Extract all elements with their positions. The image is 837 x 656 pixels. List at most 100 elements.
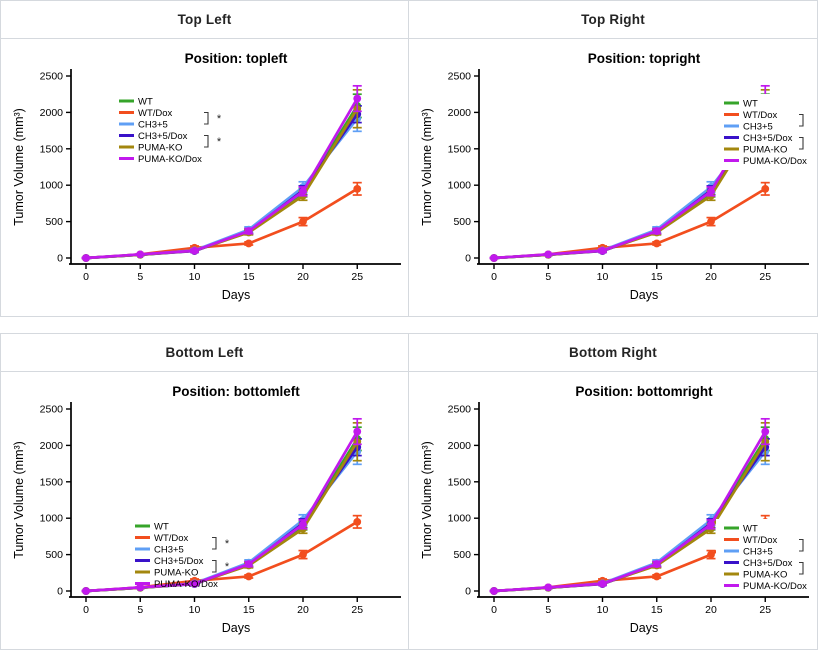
svg-text:15: 15: [243, 271, 255, 283]
svg-text:Tumor Volume (mm³): Tumor Volume (mm³): [12, 441, 26, 559]
svg-text:Tumor Volume (mm³): Tumor Volume (mm³): [12, 108, 26, 226]
svg-text:WT: WT: [138, 96, 153, 107]
svg-text:25: 25: [351, 604, 363, 616]
panel-header-top-left: Top Left: [1, 1, 408, 39]
svg-text:1000: 1000: [448, 513, 472, 525]
chart-topright: Position: topright 0 5 10 15 20 25 0 500 1000 1500…: [420, 51, 817, 302]
svg-text:2000: 2000: [40, 107, 64, 119]
svg-text:Position: bottomright: Position: bottomright: [575, 384, 713, 399]
svg-text:PUMA-KO/Dox: PUMA-KO/Dox: [743, 156, 807, 167]
svg-text:WT: WT: [743, 523, 758, 534]
svg-text:1500: 1500: [448, 476, 472, 488]
panel-header-bottom-right: Bottom Right: [409, 334, 817, 372]
svg-text:2500: 2500: [448, 71, 472, 83]
svg-text:1000: 1000: [40, 180, 64, 192]
svg-text:15: 15: [651, 271, 663, 283]
svg-text:*: *: [225, 538, 230, 550]
svg-text:Days: Days: [222, 621, 250, 635]
svg-text:CH3+5/Dox: CH3+5/Dox: [743, 133, 793, 144]
svg-text:10: 10: [189, 604, 201, 616]
svg-text:Days: Days: [222, 288, 250, 302]
svg-text:1500: 1500: [40, 143, 64, 155]
panel-bottom-right: Bottom Right Position: bottomright 0 5 10 15…: [409, 334, 817, 649]
svg-text:500: 500: [453, 549, 471, 561]
svg-text:0: 0: [57, 586, 63, 598]
svg-text:500: 500: [453, 216, 471, 228]
svg-text:0: 0: [83, 271, 89, 283]
svg-text:0: 0: [465, 586, 471, 598]
chart-bottomleft: Position: bottomleft 0 5 10 15 20 25 0 500 1000 15…: [12, 384, 401, 635]
svg-text:10: 10: [189, 271, 201, 283]
svg-text:PUMA-KO: PUMA-KO: [154, 567, 198, 578]
svg-text:1000: 1000: [448, 180, 472, 192]
panel-top-left: Top Left Position: topleft 0 5 10 15 20 25 0 500…: [1, 1, 409, 316]
panel-body-bottom-right: Position: bottomright 0 5 10 15 20 25 0 500 1000 1…: [409, 372, 817, 649]
svg-text:Position: bottomleft: Position: bottomleft: [172, 384, 300, 399]
svg-text:Days: Days: [630, 621, 658, 635]
svg-text:PUMA-KO/Dox: PUMA-KO/Dox: [743, 581, 807, 592]
svg-text:10: 10: [597, 604, 609, 616]
svg-text:5: 5: [137, 271, 143, 283]
svg-text:5: 5: [137, 604, 143, 616]
svg-text:1500: 1500: [448, 143, 472, 155]
panel-body-bottom-left: Position: bottomleft 0 5 10 15 20 25 0 500 1000 15…: [1, 372, 408, 649]
svg-text:20: 20: [705, 271, 717, 283]
svg-text:25: 25: [351, 271, 363, 283]
svg-text:*: *: [217, 113, 222, 125]
svg-text:0: 0: [465, 253, 471, 265]
svg-text:2000: 2000: [448, 440, 472, 452]
svg-text:Tumor Volume (mm³): Tumor Volume (mm³): [420, 108, 434, 226]
svg-text:WT/Dox: WT/Dox: [743, 110, 778, 121]
chart-bottomright: Position: bottomright 0 5 10 15 20 25 0 500 1000 1…: [420, 384, 817, 635]
svg-text:CH3+5: CH3+5: [743, 121, 773, 132]
svg-text:Tumor Volume (mm³): Tumor Volume (mm³): [420, 441, 434, 559]
svg-text:PUMA-KO: PUMA-KO: [138, 142, 182, 153]
bottom-row-card: Bottom Left Position: bottomleft 0 5 10 15 20…: [0, 333, 818, 650]
svg-text:0: 0: [83, 604, 89, 616]
chart-topleft: Position: topleft 0 5 10 15 20 25 0 500 1000 1500 2…: [12, 51, 401, 302]
svg-text:25: 25: [759, 271, 771, 283]
svg-text:5: 5: [545, 271, 551, 283]
svg-text:500: 500: [45, 549, 63, 561]
svg-text:0: 0: [57, 253, 63, 265]
svg-text:2000: 2000: [40, 440, 64, 452]
svg-text:CH3+5: CH3+5: [154, 544, 184, 555]
svg-text:PUMA-KO: PUMA-KO: [743, 569, 787, 580]
svg-text:5: 5: [545, 604, 551, 616]
svg-text:WT: WT: [743, 98, 758, 109]
svg-text:10: 10: [597, 271, 609, 283]
svg-text:20: 20: [297, 271, 309, 283]
svg-text:PUMA-KO/Dox: PUMA-KO/Dox: [138, 154, 202, 165]
svg-text:CH3+5/Dox: CH3+5/Dox: [743, 558, 793, 569]
top-row-card: Top Left Position: topleft 0 5 10 15 20 25 0 500…: [0, 0, 818, 317]
svg-text:2500: 2500: [448, 404, 472, 416]
svg-text:1500: 1500: [40, 476, 64, 488]
svg-text:Days: Days: [630, 288, 658, 302]
svg-text:PUMA-KO: PUMA-KO: [743, 144, 787, 155]
panel-header-top-right: Top Right: [409, 1, 817, 39]
svg-text:500: 500: [45, 216, 63, 228]
svg-text:*: *: [225, 561, 230, 573]
svg-text:Position: topright: Position: topright: [588, 51, 701, 66]
svg-text:2500: 2500: [40, 404, 64, 416]
svg-text:CH3+5/Dox: CH3+5/Dox: [154, 556, 204, 567]
svg-text:2000: 2000: [448, 107, 472, 119]
svg-text:WT/Dox: WT/Dox: [138, 108, 173, 119]
svg-text:CH3+5: CH3+5: [138, 119, 168, 130]
svg-text:25: 25: [759, 604, 771, 616]
svg-text:1000: 1000: [40, 513, 64, 525]
panel-body-top-left: Position: topleft 0 5 10 15 20 25 0 500 1000 1500 2…: [1, 39, 408, 316]
svg-text:0: 0: [491, 604, 497, 616]
svg-text:WT/Dox: WT/Dox: [154, 533, 189, 544]
svg-text:WT/Dox: WT/Dox: [743, 535, 778, 546]
svg-text:15: 15: [651, 604, 663, 616]
svg-text:CH3+5: CH3+5: [743, 546, 773, 557]
svg-text:Position: topleft: Position: topleft: [185, 51, 288, 66]
panel-header-bottom-left: Bottom Left: [1, 334, 408, 372]
svg-text:20: 20: [297, 604, 309, 616]
svg-text:2500: 2500: [40, 71, 64, 83]
svg-text:*: *: [217, 136, 222, 148]
svg-text:20: 20: [705, 604, 717, 616]
svg-text:PUMA-KO/Dox: PUMA-KO/Dox: [154, 579, 218, 590]
